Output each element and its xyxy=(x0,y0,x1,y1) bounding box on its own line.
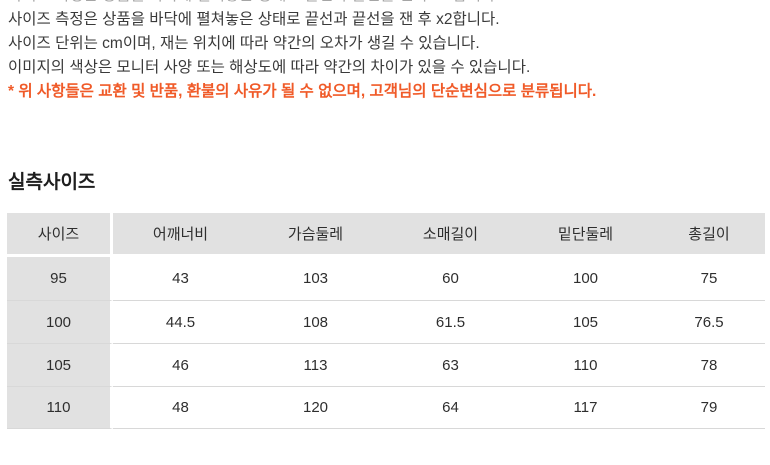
value-cell: 61.5 xyxy=(383,300,518,343)
value-cell: 44.5 xyxy=(113,300,248,343)
value-cell: 110 xyxy=(518,343,653,386)
size-notice-block: 사이즈 측정은 상품을 바닥에 펼쳐놓은 상태로 끝선과 끝선을 잰 후 x2합… xyxy=(8,0,596,104)
value-cell: 64 xyxy=(383,386,518,429)
value-cell: 100 xyxy=(518,257,653,300)
value-cell: 103 xyxy=(248,257,383,300)
column-header-sleeve: 소매길이 xyxy=(383,213,518,257)
size-cell: 95 xyxy=(7,257,113,300)
value-cell: 113 xyxy=(248,343,383,386)
column-header-size: 사이즈 xyxy=(7,213,113,257)
value-cell: 43 xyxy=(113,257,248,300)
size-cell: 100 xyxy=(7,300,113,343)
value-cell: 108 xyxy=(248,300,383,343)
section-title-measured-size: 실측사이즈 xyxy=(8,172,96,193)
notice-line-unit: 사이즈 단위는 cm이며, 재는 위치에 따라 약간의 오차가 생길 수 있습니… xyxy=(8,35,480,52)
notice-line-measure: 사이즈 측정은 상품을 바닥에 펼쳐놓은 상태로 끝선과 끝선을 잰 후 x2합… xyxy=(8,11,500,28)
column-header-total-length: 총길이 xyxy=(653,213,765,257)
column-header-shoulder: 어깨너비 xyxy=(113,213,248,257)
notice-warning-line: * 위 사항들은 교환 및 반품, 환불의 사유가 될 수 없으며, 고객님의 … xyxy=(8,83,597,100)
size-cell: 105 xyxy=(7,343,113,386)
column-header-chest: 가슴둘레 xyxy=(248,213,383,257)
value-cell: 120 xyxy=(248,386,383,429)
table-row: 105 46 113 63 110 78 xyxy=(7,343,765,386)
value-cell: 63 xyxy=(383,343,518,386)
column-header-hem: 밑단둘레 xyxy=(518,213,653,257)
value-cell: 48 xyxy=(113,386,248,429)
notice-line-color: 이미지의 색상은 모니터 사양 또는 해상도에 따라 약간의 차이가 있을 수 … xyxy=(8,59,531,76)
clipped-text-line: 사이즈 측정은 상품을 바닥에 펼쳐놓은 상태로 끝선과 끝선을 잰 후 x2합… xyxy=(8,0,596,8)
value-cell: 78 xyxy=(653,343,765,386)
value-cell: 46 xyxy=(113,343,248,386)
value-cell: 60 xyxy=(383,257,518,300)
value-cell: 76.5 xyxy=(653,300,765,343)
size-chart-table: 사이즈 어깨너비 가슴둘레 소매길이 밑단둘레 총길이 95 43 103 60… xyxy=(7,213,765,429)
value-cell: 75 xyxy=(653,257,765,300)
value-cell: 117 xyxy=(518,386,653,429)
size-cell: 110 xyxy=(7,386,113,429)
table-row: 110 48 120 64 117 79 xyxy=(7,386,765,429)
value-cell: 79 xyxy=(653,386,765,429)
value-cell: 105 xyxy=(518,300,653,343)
table-row: 100 44.5 108 61.5 105 76.5 xyxy=(7,300,765,343)
table-row: 95 43 103 60 100 75 xyxy=(7,257,765,300)
table-header-row: 사이즈 어깨너비 가슴둘레 소매길이 밑단둘레 총길이 xyxy=(7,213,765,257)
